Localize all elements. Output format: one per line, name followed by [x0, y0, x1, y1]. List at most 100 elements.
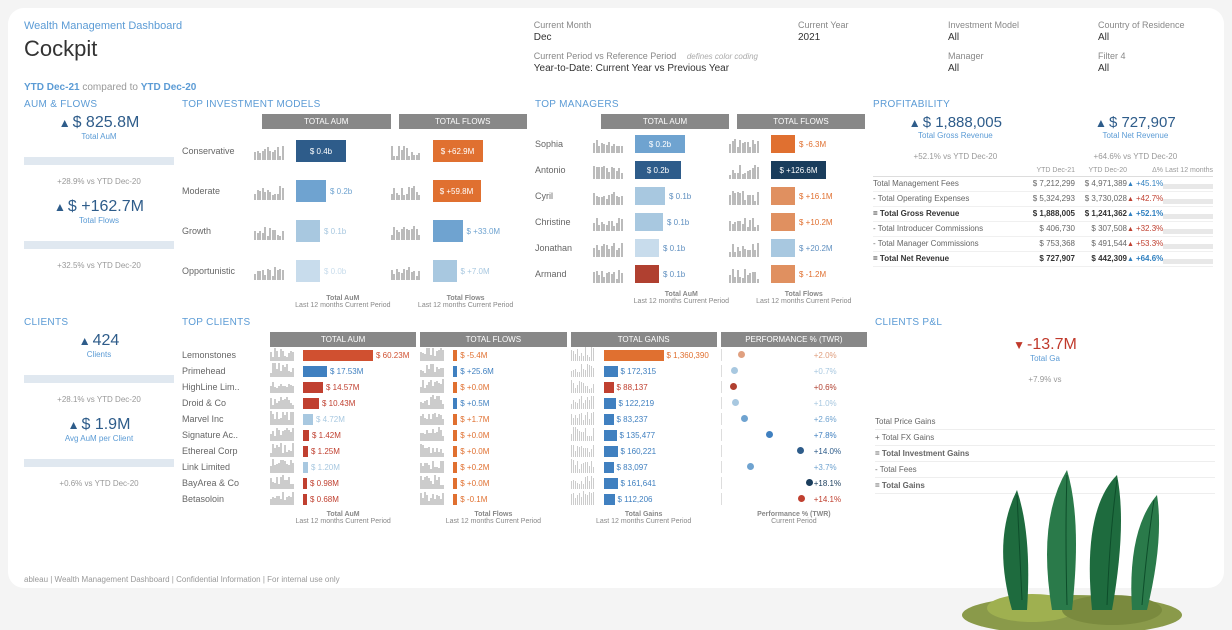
pl-row[interactable]: = Total Gains: [875, 478, 1215, 494]
filter-manager[interactable]: Manager All: [948, 51, 1058, 74]
hdr-mgr-aum: TOTAL AUM: [601, 114, 729, 129]
profit-row[interactable]: = Total Gross Revenue $ 1,888,005 $ 1,24…: [873, 207, 1213, 222]
client-aum-bar: [303, 430, 309, 441]
model-row[interactable]: Opportunistic $ 0.0b $ +7.0M: [182, 251, 527, 291]
filter-current-month[interactable]: Current Month Dec: [534, 20, 758, 43]
filter-period-ref[interactable]: Current Period vs Reference Period defin…: [534, 51, 758, 74]
model-name: Opportunistic: [182, 266, 254, 276]
client-perf-dot: [798, 495, 805, 502]
manager-flows-bar: [771, 239, 795, 257]
panel-profitability: PROFITABILITY $ 1,888,005 Total Gross Re…: [873, 99, 1213, 309]
sparkline-mini: [270, 445, 300, 457]
pl-row[interactable]: = Total Investment Gains: [875, 446, 1215, 462]
profit-v2: $ 442,309: [1075, 254, 1127, 264]
profit-v2: $ 4,971,389: [1075, 179, 1127, 189]
client-row[interactable]: Signature Ac.. $ 1.42M $ +0.0M $ 135,477…: [182, 427, 867, 443]
model-row[interactable]: Conservative $ 0.4b $ +62.9M: [182, 131, 527, 171]
client-aum-bar: [303, 366, 327, 377]
client-row[interactable]: Ethereal Corp $ 1.25M $ +0.0M $ 160,221 …: [182, 443, 867, 459]
client-name: Signature Ac..: [182, 430, 266, 440]
panel-clients: CLIENTS 424 Clients +28.1% vs YTD Dec-20…: [24, 317, 174, 525]
kpi-avg-aum[interactable]: $ 1.9M Avg AuM per Client +0.6% vs YTD D…: [24, 416, 174, 488]
kpi-gross-revenue[interactable]: $ 1,888,005 Total Gross Revenue +52.1% v…: [909, 114, 1002, 161]
client-name: Lemonstones: [182, 350, 266, 360]
profit-v2: $ 307,508: [1075, 224, 1127, 234]
profit-row[interactable]: = Total Net Revenue $ 727,907 $ 442,309 …: [873, 252, 1213, 267]
client-aum-bar: [303, 398, 319, 409]
client-gains-bar: [604, 398, 616, 409]
client-aum-bar: [303, 382, 323, 393]
hdr-total-aum: TOTAL AUM: [262, 114, 391, 129]
hdr-total-flows: TOTAL FLOWS: [399, 114, 528, 129]
manager-row[interactable]: Sophia $ 0.2b $ -6.3M: [535, 131, 865, 157]
manager-row[interactable]: Jonathan $ 0.1b $ +20.2M: [535, 235, 865, 261]
client-name: Link Limited: [182, 462, 266, 472]
profit-row-name: - Total Introducer Commissions: [873, 224, 1023, 234]
profit-row[interactable]: - Total Operating Expenses $ 5,324,293 $…: [873, 192, 1213, 207]
filter-current-year[interactable]: Current Year 2021: [798, 20, 908, 43]
client-row[interactable]: Marvel Inc $ 4.72M $ +1.7M $ 83,237 +2.6…: [182, 411, 867, 427]
pl-row[interactable]: Total Price Gains: [875, 414, 1215, 430]
client-perf-dot: [732, 399, 739, 406]
client-row[interactable]: Primehead $ 17.53M $ +25.6M $ 172,315 +0…: [182, 363, 867, 379]
client-perf-dot: [797, 447, 804, 454]
model-name: Moderate: [182, 186, 254, 196]
manager-row[interactable]: Antonio $ 0.2b $ +126.6M: [535, 157, 865, 183]
dashboard-title: Cockpit: [24, 36, 182, 62]
client-row[interactable]: Link Limited $ 1.20M $ +0.2M $ 83,097 +3…: [182, 459, 867, 475]
model-row[interactable]: Moderate $ 0.2b $ +59.8M: [182, 171, 527, 211]
sparkline-mini: [254, 182, 292, 200]
sparkline-mini: [420, 397, 450, 409]
profit-row[interactable]: Total Management Fees $ 7,212,299 $ 4,97…: [873, 177, 1213, 192]
model-row[interactable]: Growth $ 0.1b $ +33.0M: [182, 211, 527, 251]
pl-row[interactable]: - Total Fees: [875, 462, 1215, 478]
manager-name: Cyril: [535, 191, 593, 201]
manager-row[interactable]: Christine $ 0.1b $ +10.2M: [535, 209, 865, 235]
profit-row[interactable]: - Total Introducer Commissions $ 406,730…: [873, 222, 1213, 237]
profit-row-name: - Total Operating Expenses: [873, 194, 1023, 204]
manager-name: Christine: [535, 217, 593, 227]
client-gains-bar: [604, 430, 617, 441]
profit-row[interactable]: - Total Manager Commissions $ 753,368 $ …: [873, 237, 1213, 252]
profit-spark: [1163, 239, 1213, 249]
manager-name: Antonio: [535, 165, 593, 175]
kpi-total-flows[interactable]: $ +162.7M Total Flows +32.5% vs YTD Dec-…: [24, 198, 174, 270]
client-perf-dot: [731, 367, 738, 374]
sparkline-mini: [571, 349, 601, 361]
filter-bar: Current Month Dec Current Period vs Refe…: [534, 20, 1208, 74]
kpi-total-gains[interactable]: -13.7M Total Ga +7.9% vs: [875, 336, 1215, 384]
profit-v1: $ 406,730: [1023, 224, 1075, 234]
sparkline-mini: [420, 365, 450, 377]
client-gains-bar: [604, 446, 618, 457]
client-row[interactable]: Lemonstones $ 60.23M $ -5.4M $ 1,360,390…: [182, 347, 867, 363]
triangle-up-icon: [54, 200, 68, 214]
sparkline-mini: [391, 182, 429, 200]
kpi-client-count[interactable]: 424 Clients +28.1% vs YTD Dec-20: [24, 332, 174, 404]
manager-flows-bar: [771, 135, 795, 153]
profit-delta: +42.7%: [1127, 194, 1163, 204]
profit-v1: $ 727,907: [1023, 254, 1075, 264]
client-row[interactable]: HighLine Lim.. $ 14.57M $ +0.0M $ 88,137…: [182, 379, 867, 395]
filter-investment-model[interactable]: Investment Model All: [948, 20, 1058, 43]
client-gains-bar: [604, 478, 618, 489]
client-row[interactable]: Betasoloin $ 0.68M $ -0.1M $ 112,206 +14…: [182, 491, 867, 507]
kpi-net-revenue[interactable]: $ 727,907 Total Net Revenue +64.6% vs YT…: [1094, 114, 1178, 161]
sparkline-mini: [593, 161, 631, 179]
client-row[interactable]: BayArea & Co $ 0.98M $ +0.0M $ 161,641 +…: [182, 475, 867, 491]
sparkline-mini: [571, 413, 601, 425]
client-name: Betasoloin: [182, 494, 266, 504]
filter-country[interactable]: Country of Residence All: [1098, 20, 1208, 43]
client-row[interactable]: Droid & Co $ 10.43M $ +0.5M $ 122,219 +1…: [182, 395, 867, 411]
manager-row[interactable]: Armand $ 0.1b $ -1.2M: [535, 261, 865, 287]
period-comparison: YTD Dec-21 compared to YTD Dec-20: [24, 82, 1208, 93]
kpi-total-aum[interactable]: $ 825.8M Total AuM +28.9% vs YTD Dec-20: [24, 114, 174, 186]
manager-row[interactable]: Cyril $ 0.1b $ +16.1M: [535, 183, 865, 209]
filter-4[interactable]: Filter 4 All: [1098, 51, 1208, 74]
client-name: BayArea & Co: [182, 478, 266, 488]
sparkline-flows: [24, 229, 174, 249]
manager-aum-bar: [635, 213, 663, 231]
profit-delta: +52.1%: [1127, 209, 1163, 219]
sparkline-mini: [729, 187, 767, 205]
pl-row[interactable]: + Total FX Gains: [875, 430, 1215, 446]
sparkline-mini: [593, 213, 631, 231]
